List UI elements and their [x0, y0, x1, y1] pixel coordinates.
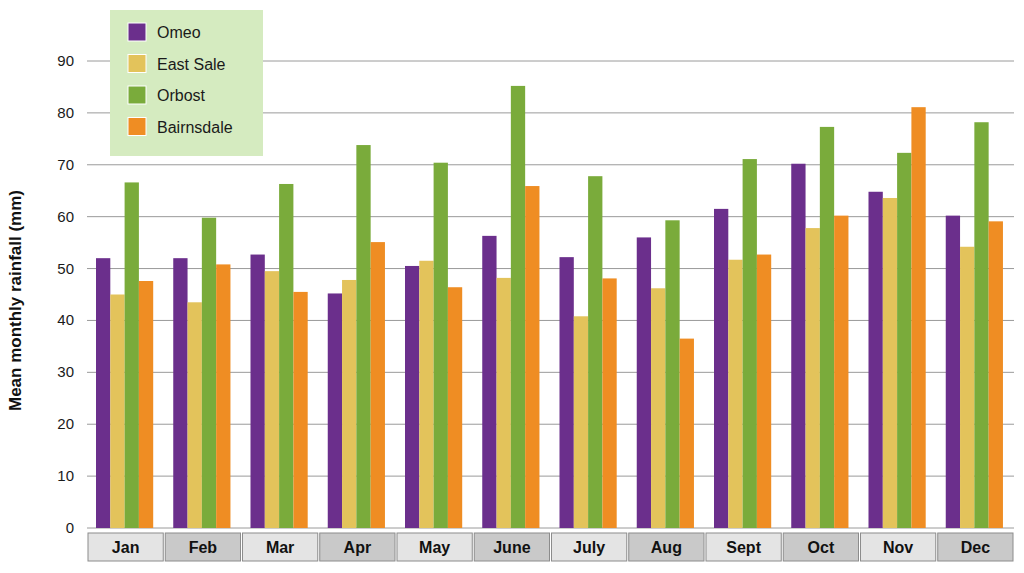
x-tick-label: Oct — [808, 539, 835, 556]
x-tick-label: Mar — [266, 539, 294, 556]
bar — [110, 295, 124, 529]
bar — [946, 216, 960, 528]
bar — [989, 221, 1003, 528]
category-box — [552, 533, 627, 561]
bar — [637, 237, 651, 528]
bar — [525, 186, 539, 528]
legend-box — [110, 10, 263, 156]
x-tick-label: Dec — [961, 539, 990, 556]
bar — [125, 182, 139, 528]
bar — [806, 228, 820, 528]
bar — [448, 287, 462, 528]
bar — [188, 302, 202, 528]
bar — [869, 192, 883, 528]
bar — [328, 293, 342, 528]
y-tick-label: 30 — [57, 363, 74, 380]
bar — [216, 264, 230, 528]
category-box — [861, 533, 936, 561]
bar — [665, 220, 679, 528]
x-tick-label: Nov — [883, 539, 913, 556]
category-box — [629, 533, 704, 561]
y-tick-label: 40 — [57, 311, 74, 328]
legend-swatch — [128, 23, 146, 41]
bar — [960, 247, 974, 528]
bar — [897, 153, 911, 528]
legend-swatch — [128, 86, 146, 104]
y-tick-label: 0 — [66, 519, 74, 536]
bar — [714, 209, 728, 528]
category-box — [474, 533, 549, 561]
x-tick-label: Jan — [112, 539, 140, 556]
bar — [791, 164, 805, 528]
category-box — [783, 533, 858, 561]
bar — [265, 271, 279, 528]
bar — [911, 107, 925, 528]
bar — [279, 184, 293, 528]
bar — [560, 257, 574, 528]
y-tick-label: 70 — [57, 156, 74, 173]
bar — [743, 159, 757, 528]
x-tick-label: June — [493, 539, 530, 556]
y-tick-label: 90 — [57, 52, 74, 69]
chart: 0 10 20 30 40 50 60 70 80 90 Mean monthly rainfall… — [0, 0, 1024, 573]
bar — [96, 258, 110, 528]
x-tick-label: May — [419, 539, 450, 556]
bar — [757, 255, 771, 528]
bar — [974, 122, 988, 528]
bar — [497, 278, 511, 528]
bar — [434, 163, 448, 528]
bar — [139, 281, 153, 528]
legend-label: East Sale — [157, 56, 226, 73]
legend-label: Orbost — [157, 87, 206, 104]
y-tick-label: 50 — [57, 260, 74, 277]
bar — [419, 261, 433, 528]
bar — [293, 292, 307, 528]
bar — [728, 260, 742, 528]
y-tick-label: 20 — [57, 415, 74, 432]
category-box — [706, 533, 781, 561]
x-tick-label: Aug — [651, 539, 682, 556]
bar — [405, 266, 419, 528]
y-axis-label: Mean monthly rainfall (mm) — [6, 190, 25, 411]
category-box — [397, 533, 472, 561]
bar — [883, 198, 897, 528]
y-tick-label: 10 — [57, 467, 74, 484]
category-box — [938, 533, 1013, 561]
x-tick-label: Apr — [344, 539, 372, 556]
bar — [342, 280, 356, 528]
category-box — [165, 533, 240, 561]
bar — [356, 145, 370, 528]
x-tick-label: July — [573, 539, 605, 556]
x-tick-label: Sept — [726, 539, 761, 556]
x-tick-label: Feb — [189, 539, 218, 556]
category-box — [88, 533, 163, 561]
bar — [588, 176, 602, 528]
y-tick-label: 80 — [57, 104, 74, 121]
y-tick-label: 60 — [57, 208, 74, 225]
legend-swatch — [128, 55, 146, 73]
bar — [834, 216, 848, 528]
bar — [173, 258, 187, 528]
legend-label: Bairnsdale — [157, 119, 233, 136]
legend-label: Omeo — [157, 24, 201, 41]
bar — [202, 218, 216, 528]
bar — [820, 127, 834, 528]
bar — [651, 288, 665, 528]
y-axis-line — [87, 61, 88, 528]
bar — [680, 339, 694, 528]
category-box — [243, 533, 318, 561]
bar — [482, 236, 496, 528]
grid-line — [87, 164, 1014, 165]
bar — [371, 242, 385, 528]
bar — [602, 278, 616, 528]
bar — [511, 86, 525, 528]
bar — [251, 255, 265, 528]
legend-swatch — [128, 118, 146, 136]
bar — [574, 316, 588, 528]
category-box — [320, 533, 395, 561]
